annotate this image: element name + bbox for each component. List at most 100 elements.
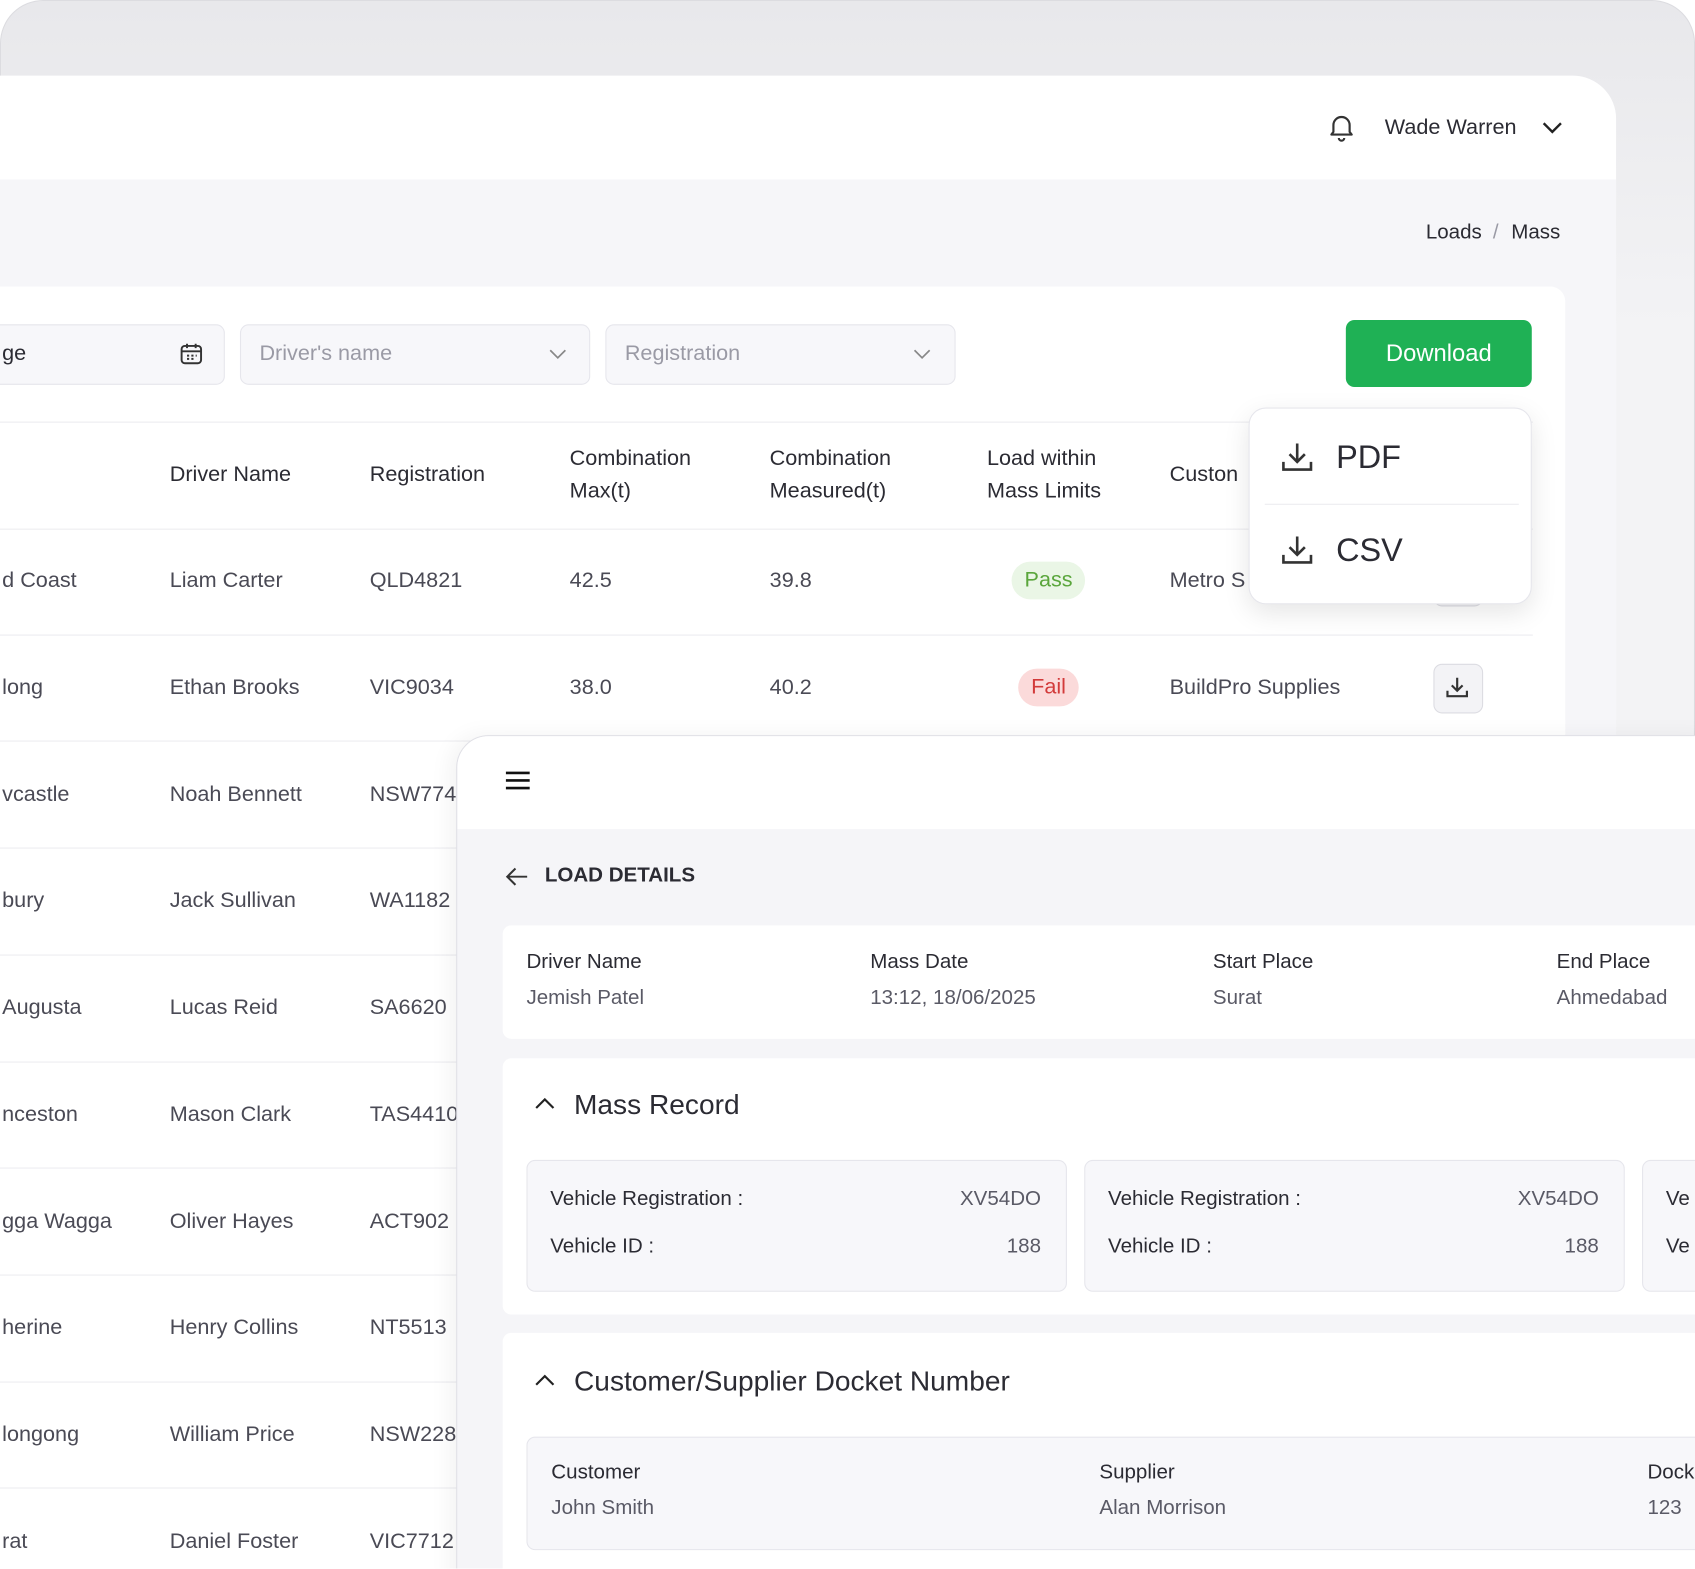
status-badge: Fail	[1018, 668, 1079, 707]
field-label: End Place	[1556, 950, 1651, 974]
menu-icon[interactable]	[505, 769, 531, 793]
date-filter[interactable]	[0, 324, 225, 385]
table-cell: William Price	[169, 1422, 295, 1447]
table-cell: 38.0	[569, 675, 612, 700]
back-arrow[interactable]	[504, 863, 532, 891]
front-top-bar	[457, 736, 1695, 830]
download-button-label: Download	[1385, 339, 1492, 367]
calendar-icon[interactable]	[178, 341, 204, 367]
collapse-icon[interactable]	[532, 1370, 558, 1392]
vehicle-box	[1084, 1159, 1625, 1292]
vehicle-value: 188	[1006, 1235, 1042, 1258]
field-label: Supplier	[1099, 1461, 1175, 1484]
table-cell: TAS4410	[369, 1102, 459, 1127]
status-badge: Pass	[1011, 561, 1086, 600]
table-cell: Oliver Hayes	[169, 1209, 294, 1233]
field-label: Driver Name	[526, 950, 642, 974]
download-menu	[1248, 407, 1532, 605]
table-cell: Noah Bennett	[169, 782, 302, 807]
field-value: Alan Morrison	[1099, 1496, 1227, 1520]
table-cell: Metro S	[1169, 568, 1246, 593]
table-cell: d Coast	[2, 568, 77, 593]
summary-card	[502, 925, 1695, 1039]
vehicle-label: Vehicle ID :	[550, 1235, 655, 1258]
field-label: Customer	[551, 1461, 641, 1484]
table-cell: rat	[2, 1529, 28, 1554]
table-cell: SA6620	[369, 995, 447, 1020]
bell-icon[interactable]	[1325, 110, 1357, 142]
table-cell: 39.8	[769, 568, 812, 593]
breadcrumb-separator: /	[1492, 221, 1499, 244]
section-title: Mass Record	[574, 1087, 740, 1121]
field-value: Surat	[1212, 986, 1262, 1010]
table-cell: Augusta	[2, 995, 82, 1020]
column-header: Driver Name	[169, 462, 292, 487]
field-label: Dock	[1647, 1461, 1695, 1484]
breadcrumb-item[interactable]: Loads	[1425, 221, 1482, 244]
page-title: LOAD DETAILS	[544, 864, 696, 888]
registration-filter-placeholder: Registration	[624, 341, 741, 366]
vehicle-label: Ve	[1665, 1235, 1690, 1258]
row-divider	[0, 634, 1533, 636]
download-option[interactable]: PDF	[1336, 439, 1401, 476]
column-header: Load within Mass Limits	[986, 446, 1102, 503]
vehicle-label: Vehicle Registration :	[1108, 1187, 1301, 1211]
vehicle-label: Vehicle Registration :	[550, 1187, 744, 1211]
driver-filter[interactable]	[239, 324, 591, 385]
csv-icon	[1282, 536, 1313, 564]
vehicle-label: Ve	[1665, 1187, 1690, 1211]
table-cell: NSW774	[369, 782, 457, 807]
table-cell: NT5513	[369, 1315, 447, 1340]
top-bar	[0, 75, 1617, 180]
vehicle-box	[1642, 1159, 1695, 1292]
user-name[interactable]: Wade Warren	[1384, 115, 1517, 140]
table-cell: Ethan Brooks	[169, 675, 300, 700]
column-header: Registration	[369, 462, 486, 487]
row-download-icon	[1446, 677, 1468, 698]
date-filter-text: ge	[2, 341, 27, 366]
pdf-icon	[1282, 443, 1313, 471]
vehicle-value: XV54DO	[959, 1187, 1042, 1211]
download-option[interactable]: CSV	[1336, 532, 1403, 569]
field-value: Jemish Patel	[526, 986, 645, 1010]
table-cell: gga Wagga	[2, 1209, 112, 1233]
table-cell: 42.5	[569, 568, 612, 593]
table-cell: nceston	[2, 1102, 78, 1127]
registration-filter[interactable]	[605, 324, 956, 385]
table-cell: 40.2	[769, 675, 812, 700]
table-cell: Henry Collins	[169, 1315, 299, 1340]
user-chevron[interactable]	[1540, 117, 1564, 139]
field-value: 123	[1647, 1496, 1682, 1520]
docket-box	[526, 1436, 1695, 1551]
column-header: Combination Max(t)	[569, 446, 692, 503]
table-cell: bury	[2, 889, 45, 913]
vehicle-box	[526, 1159, 1067, 1292]
section-title: Customer/Supplier Docket Number	[574, 1364, 1010, 1398]
dropdown-chevron	[549, 349, 566, 360]
column-header: Combination Measured(t)	[769, 446, 892, 503]
table-cell: long	[2, 675, 44, 700]
table-cell: Lucas Reid	[169, 995, 278, 1020]
driver-filter-placeholder: Driver's name	[259, 341, 393, 366]
table-cell: Liam Carter	[169, 568, 283, 593]
table-cell: Mason Clark	[169, 1102, 292, 1127]
field-value: Ahmedabad	[1556, 986, 1668, 1010]
table-cell: ACT902	[369, 1209, 450, 1233]
field-value: 13:12, 18/06/2025	[870, 986, 1036, 1010]
table-cell: WA1182	[369, 889, 451, 913]
table-cell: Jack Sullivan	[169, 889, 296, 913]
download-button[interactable]	[1345, 319, 1532, 387]
table-cell: VIC9034	[369, 675, 454, 700]
table-cell: VIC7712	[369, 1529, 454, 1554]
field-value: John Smith	[551, 1496, 655, 1520]
field-label: Start Place	[1212, 950, 1314, 974]
vehicle-value: 188	[1564, 1235, 1599, 1258]
vehicle-value: XV54DO	[1517, 1187, 1599, 1211]
table-cell: longong	[2, 1422, 80, 1447]
vehicle-label: Vehicle ID :	[1108, 1235, 1212, 1258]
collapse-icon[interactable]	[532, 1093, 558, 1115]
field-label: Mass Date	[870, 950, 969, 974]
column-header: Custon	[1169, 462, 1239, 487]
